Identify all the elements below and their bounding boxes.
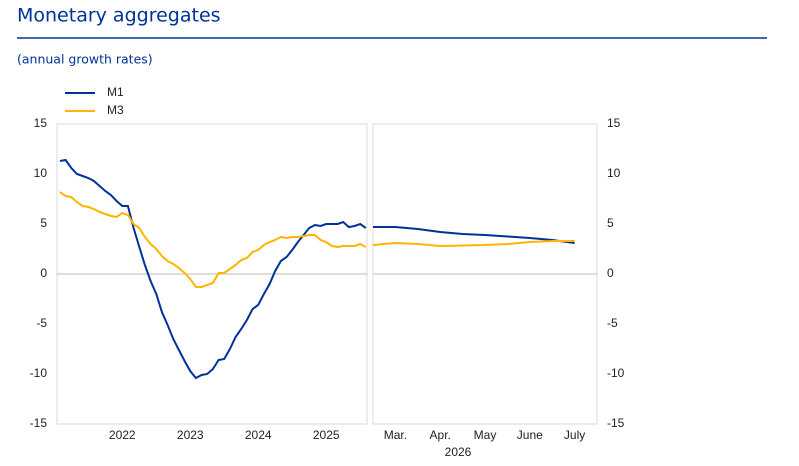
- y-tick-label: 15: [34, 116, 48, 130]
- y-tick-label: 15: [607, 116, 621, 130]
- y-tick-label: -5: [36, 316, 47, 330]
- legend-label: M1: [107, 85, 124, 99]
- line-series: [59, 191, 367, 288]
- x-tick-label: June: [517, 428, 543, 442]
- x-tick-label: 2024: [245, 428, 272, 442]
- y-tick-label: -15: [30, 416, 48, 430]
- x-tick-label: 2025: [313, 428, 340, 442]
- y-tick-label: 5: [40, 216, 47, 230]
- x-tick-label: Apr.: [430, 428, 451, 442]
- y-tick-label: 5: [607, 216, 614, 230]
- x-tick-label: 2023: [177, 428, 204, 442]
- y-tick-label: 10: [607, 166, 621, 180]
- line-series: [59, 158, 367, 380]
- chart-title: Monetary aggregates: [17, 5, 221, 27]
- x-tick-label: 2022: [109, 428, 136, 442]
- y-tick-label: 0: [607, 266, 614, 280]
- y-tick-label: -5: [607, 316, 618, 330]
- chart-subtitle: (annual growth rates): [17, 52, 153, 67]
- line-series: [372, 240, 575, 248]
- line-series: [373, 226, 575, 244]
- y-tick-label: -10: [607, 366, 625, 380]
- legend-label: M3: [107, 103, 124, 117]
- y-tick-label: 0: [40, 266, 47, 280]
- x-tick-label: Mar.: [384, 428, 407, 442]
- x-tick-label: May: [474, 428, 497, 442]
- y-tick-label: -15: [607, 416, 625, 430]
- y-tick-label: 10: [34, 166, 48, 180]
- x-tick-label: July: [564, 428, 585, 442]
- y-tick-label: -10: [30, 366, 48, 380]
- x-axis-label: 2026: [445, 445, 472, 459]
